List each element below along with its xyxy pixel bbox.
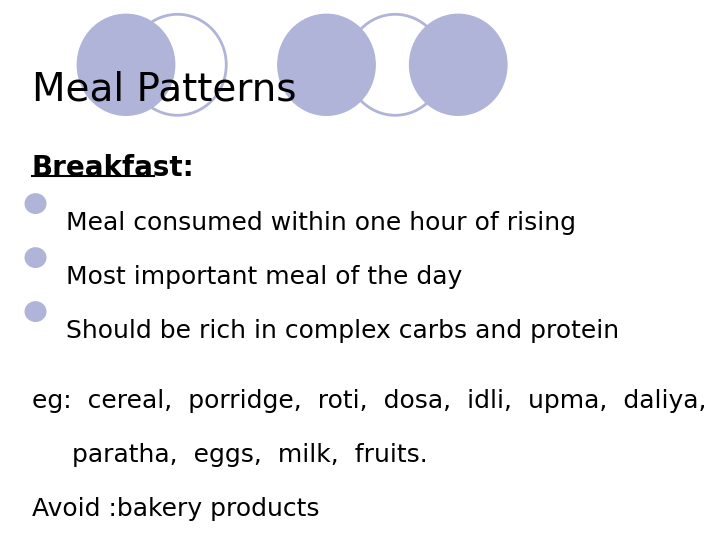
Ellipse shape xyxy=(77,14,175,116)
Circle shape xyxy=(25,302,46,321)
Circle shape xyxy=(25,194,46,213)
Circle shape xyxy=(25,248,46,267)
Text: Meal consumed within one hour of rising: Meal consumed within one hour of rising xyxy=(66,211,576,234)
Ellipse shape xyxy=(278,14,375,116)
Ellipse shape xyxy=(410,14,507,116)
Text: Should be rich in complex carbs and protein: Should be rich in complex carbs and prot… xyxy=(66,319,619,342)
Text: Most important meal of the day: Most important meal of the day xyxy=(66,265,462,288)
Text: Breakfast:: Breakfast: xyxy=(32,154,194,182)
Text: paratha,  eggs,  milk,  fruits.: paratha, eggs, milk, fruits. xyxy=(32,443,427,467)
Text: Avoid :bakery products: Avoid :bakery products xyxy=(32,497,319,521)
Text: Meal Patterns: Meal Patterns xyxy=(32,70,296,108)
Text: eg:  cereal,  porridge,  roti,  dosa,  idli,  upma,  daliya,: eg: cereal, porridge, roti, dosa, idli, … xyxy=(32,389,706,413)
